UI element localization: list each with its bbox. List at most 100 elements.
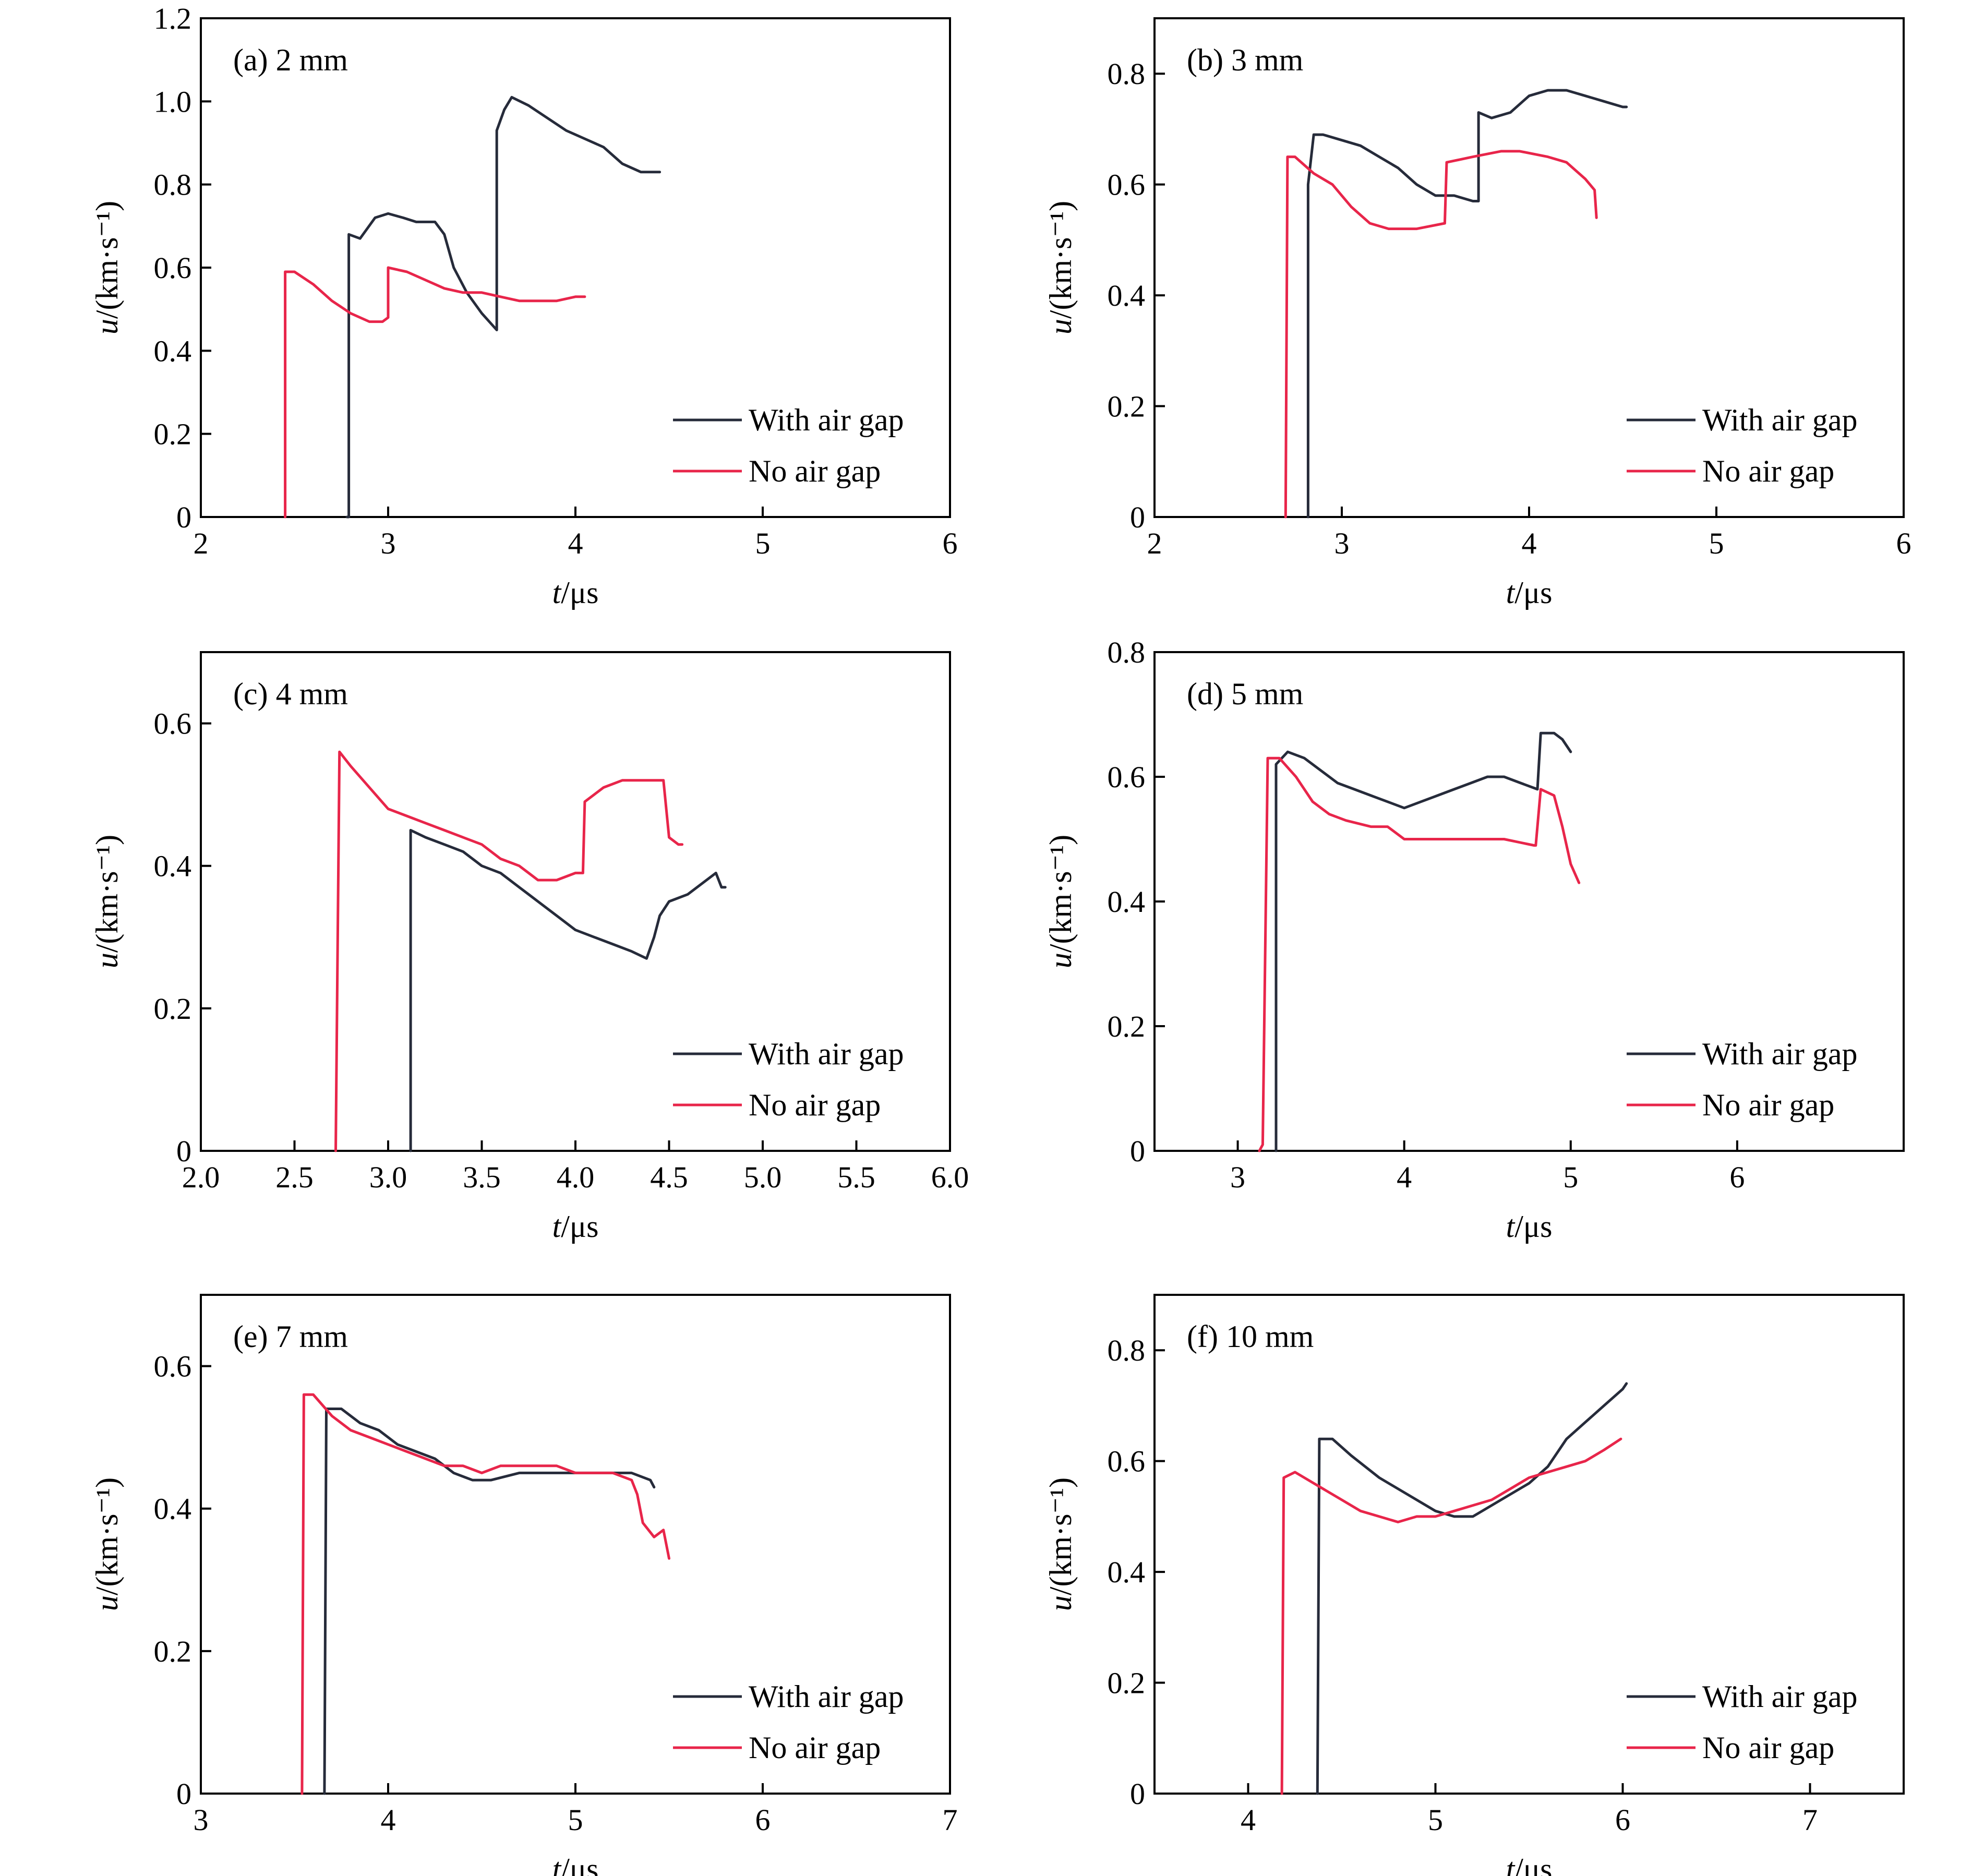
x-tick-label: 5.0 [744,1160,782,1194]
x-tick-label: 5 [1709,526,1724,560]
x-tick-label: 3.5 [463,1160,501,1194]
legend-label: No air gap [1702,1088,1834,1122]
legend-label: With air gap [1702,403,1857,437]
x-axis-variable: t [552,1209,562,1244]
series-line-with-air-gap [1316,1382,1628,1795]
series-line-with-air-gap [345,95,662,519]
x-tick-label: 5 [568,1803,583,1837]
plot-frame [200,651,951,1152]
legend-label: No air gap [1702,454,1834,488]
x-tick-label: 2.5 [275,1160,314,1194]
y-tick-label: 0.6 [154,251,192,285]
y-tick-label: 0.6 [1108,168,1146,202]
plot-frame [1153,1294,1905,1795]
chart-panel-f: 4 5 6 7 0 0.2 0.4 0.6 0.8 t/μs u/(km·s⁻¹) (f) 10 mm… [1043,1294,1905,1876]
y-tick-label: 0 [176,1777,191,1811]
x-tick-label: 3 [194,1803,209,1837]
plot-frame [200,1294,951,1795]
y-axis-unit: /(km·s⁻¹) [90,1477,124,1595]
x-tick-label: 3 [1230,1160,1245,1194]
chart-panel-d: 3 4 5 6 0 0.2 0.4 0.6 0.8 t/μs u/(km·s⁻¹) (d) 5 mm W… [1043,635,1905,1244]
legend-label: No air gap [1702,1730,1834,1765]
panel-label: (a) 2 mm [233,43,348,77]
y-tick-label: 0 [176,500,191,534]
y-tick-label: 0.4 [154,1492,192,1526]
y-tick-label: 0 [176,1134,191,1168]
y-tick-label: 0 [1130,1777,1145,1811]
x-axis-title: t/μs [552,1852,599,1876]
legend: With air gap No air gap [1627,1679,1857,1765]
x-tick-label: 4 [1397,1160,1412,1194]
panel-label: (c) 4 mm [233,677,348,711]
series-line-with-air-gap [323,1408,656,1795]
y-tick-label: 0.8 [1108,57,1146,91]
series-line-with-air-gap [1306,89,1628,519]
y-tick-label: 0.4 [154,849,192,883]
legend: With air gap No air gap [673,1679,904,1765]
legend-label: With air gap [1702,1679,1857,1714]
x-axis-variable: t [1506,575,1516,610]
x-tick-label: 6 [755,1803,771,1837]
y-tick-label: 0.6 [1108,760,1146,794]
y-tick-label: 0.8 [1108,635,1146,669]
y-axis-variable: u [1043,953,1078,968]
legend-label: With air gap [749,1037,904,1071]
y-tick-label: 1.2 [154,2,192,35]
x-tick-label: 2 [1147,526,1162,560]
x-tick-label: 3.0 [369,1160,407,1194]
panel-label: (f) 10 mm [1187,1319,1314,1354]
y-tick-label: 0 [1130,500,1145,534]
plot-frame [200,17,951,518]
panel-label: (e) 7 mm [233,1319,348,1354]
y-axis-title: u/(km·s⁻¹) [1043,1477,1078,1611]
y-tick-label: 0.4 [1108,1555,1146,1589]
x-tick-label: 6 [943,526,958,560]
x-tick-label: 6 [1896,526,1911,560]
y-tick-label: 0.2 [154,992,192,1026]
y-tick-label: 0.2 [154,1634,192,1668]
x-tick-label: 7 [943,1803,958,1837]
x-axis-variable: t [552,1852,562,1876]
y-tick-label: 0.2 [1108,1009,1146,1043]
y-axis-unit: /(km·s⁻¹) [1043,835,1078,953]
legend-label: With air gap [749,1679,904,1714]
x-tick-label: 5 [1563,1160,1578,1194]
y-tick-label: 0.6 [154,1350,192,1384]
panel-label: (b) 3 mm [1187,43,1303,77]
x-tick-label: 2 [194,526,209,560]
y-tick-label: 0.4 [1108,885,1146,919]
x-axis-unit: /μs [1514,1852,1552,1876]
x-tick-label: 7 [1802,1803,1818,1837]
x-axis-variable: t [552,575,562,610]
x-axis-unit: /μs [561,575,598,610]
series-line-no-air-gap [284,266,586,519]
y-tick-label: 0.8 [1108,1333,1146,1367]
x-axis-title: t/μs [552,575,599,610]
legend-label: With air gap [749,403,904,437]
chart-panel-a: 2 3 4 5 6 0 0.2 0.4 0.6 0.8 1.0 1.2 t/μs u/(km·s⁻¹) (a… [90,2,958,610]
x-axis-variable: t [1506,1852,1516,1876]
y-tick-label: 0.2 [1108,390,1146,424]
series-line-no-air-gap [1280,1437,1622,1795]
y-tick-label: 0.2 [154,417,192,451]
x-tick-label: 4.0 [557,1160,595,1194]
y-tick-label: 0.6 [1108,1445,1146,1478]
y-tick-label: 0.6 [154,707,192,741]
legend: With air gap No air gap [673,1037,904,1122]
x-axis-title: t/μs [1506,1852,1553,1876]
y-tick-label: 0 [1130,1134,1145,1168]
x-tick-label: 5 [755,526,771,560]
y-axis-variable: u [90,319,124,334]
x-axis-title: t/μs [1506,575,1553,610]
y-axis-title: u/(km·s⁻¹) [90,201,124,334]
x-tick-label: 5.5 [837,1160,875,1194]
x-tick-label: 4 [381,1803,396,1837]
x-axis-unit: /μs [561,1852,598,1876]
x-tick-label: 2.0 [182,1160,220,1194]
x-tick-label: 4 [568,526,583,560]
x-axis-title: t/μs [1506,1209,1553,1244]
series-line-with-air-gap [409,828,727,1152]
x-tick-label: 3 [381,526,396,560]
legend: With air gap No air gap [1627,403,1857,488]
